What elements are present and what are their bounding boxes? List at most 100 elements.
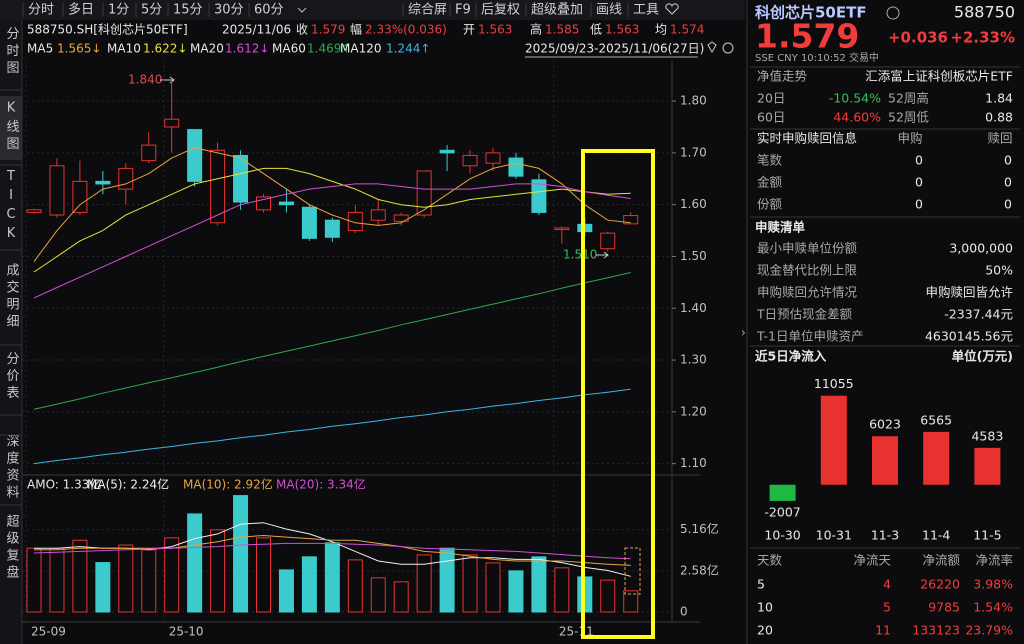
volume-bar [233, 495, 249, 613]
candle-body [301, 206, 317, 239]
side-tab[interactable]: 成交明细 [4, 263, 20, 331]
icon[interactable] [707, 41, 717, 54]
toolbar-tool[interactable]: 综合屏 [408, 3, 447, 18]
volume-bar [347, 559, 363, 613]
volume-bar [462, 554, 478, 613]
label: 高 [530, 22, 542, 37]
volume-bar [210, 529, 226, 613]
legend-name: MA10 [107, 42, 141, 56]
panel-text: 申赎清单 [755, 220, 806, 235]
candle-body [49, 165, 65, 216]
y-tick-label: 1.70 [680, 145, 707, 159]
candle-body [233, 154, 249, 203]
flow-value: 6023 [869, 417, 901, 432]
toolbar-tab[interactable]: 5分 [141, 3, 162, 18]
plot: 1.80 1.70 1.60 1.50 1.40 1.30 1.20 1.10 25-09 25-… [22, 60, 719, 639]
panel-text: 9785 [928, 600, 960, 615]
candle-body [623, 215, 639, 225]
toolbar-tool[interactable]: 画线 [596, 3, 622, 18]
toolbar-tool[interactable]: 工具 [633, 3, 659, 18]
panel-text: 10 [757, 600, 773, 615]
toolbar-tool[interactable]: F9 [455, 3, 471, 18]
volume-bar [393, 581, 409, 613]
quote-price: 1.579 [755, 17, 859, 56]
flow-bar [974, 447, 1001, 485]
toolbar-tool[interactable]: 超级叠加 [531, 3, 583, 18]
section-title: 近5日净流入 [755, 349, 827, 364]
panel-text: 60日 [757, 110, 785, 125]
ma-line [33, 542, 631, 560]
candle-body [324, 219, 340, 238]
dropdown[interactable] [297, 7, 307, 13]
info-icon[interactable] [886, 6, 900, 20]
y-tick-label: 1.40 [680, 301, 707, 315]
volume-bar [141, 549, 157, 613]
collapse-arrow[interactable]: › [741, 326, 746, 340]
side-tab[interactable]: 分价表 [4, 352, 20, 403]
panel-text: 0 [1004, 175, 1012, 190]
y-tick-label: 0 [680, 605, 688, 619]
candle-body [508, 157, 524, 177]
panel-text: 份额 [757, 197, 783, 212]
panel-text: 最小申赎单位份额 [757, 241, 858, 256]
flow-value: 11055 [814, 376, 854, 391]
side-bar [0, 20, 22, 644]
panel-text: 申购赎回皆允许 [925, 285, 1013, 300]
panel-text: 申购赎回允许情况 [757, 285, 858, 300]
panel-text: 44.60% [833, 110, 881, 125]
candle-body [187, 129, 203, 182]
panel-text: -10.54% [829, 91, 881, 106]
candle-body [416, 170, 432, 216]
legend-entry: AMO: 1.33亿 [27, 477, 101, 492]
side-tab[interactable]: 深度资料 [4, 434, 20, 502]
legend-name: MA120 [340, 42, 381, 56]
x-tick-label: 25-09 [31, 625, 66, 639]
x-tick-label: 11-3 [871, 528, 899, 543]
favorite-icon[interactable] [665, 3, 679, 15]
ma-line [33, 272, 631, 410]
panel-text: 净流天 [853, 553, 891, 568]
value: 2.33%(0.036) [365, 23, 447, 37]
legend-name: MA60 [272, 42, 306, 56]
legend-entry: MA(20): 3.34亿 [276, 477, 366, 492]
security-code: 588750.SH[科创芯片50ETF] [27, 23, 188, 37]
panel-text: 3.98% [973, 577, 1013, 592]
date: 2025/11/06 [222, 23, 291, 37]
legend-value: 1.622↓ [143, 42, 187, 56]
volume-bar [370, 577, 386, 613]
panel-text: 52周低 [888, 110, 929, 125]
toolbar-tab[interactable]: 60分 [254, 3, 284, 18]
toolbar-tab[interactable]: 多日 [68, 2, 94, 18]
volume-bar [554, 567, 570, 613]
panel-text: 天数 [757, 553, 783, 568]
side-tab[interactable]: 超级复盘 [4, 514, 20, 582]
ma-line [33, 147, 631, 262]
date-range[interactable]: 2025/09/23-2025/11/06(27日) [525, 42, 704, 56]
label: 均 [655, 23, 667, 37]
volume-bar [256, 537, 271, 613]
side-tab[interactable]: K线图 [4, 101, 20, 154]
volume-bar [485, 562, 501, 613]
toolbar-tab[interactable]: 30分 [214, 3, 244, 18]
high-annotation: 1.840 [128, 73, 162, 87]
side-tab[interactable]: TICK [4, 169, 19, 245]
value: 1.563 [605, 23, 639, 37]
icon[interactable] [722, 42, 734, 54]
toolbar-tabs: 分时 多日 1分 5分 15分 30分 60分 综合屏 F9 后复权 超级叠加 画线 工具 [22, 2, 679, 18]
toolbar-tool[interactable]: 后复权 [481, 2, 520, 18]
toolbar-tab[interactable]: 分时 [28, 3, 54, 18]
toolbar-tab[interactable]: 15分 [173, 3, 203, 18]
panel-text: 笔数 [757, 153, 783, 168]
candle-body [72, 180, 88, 213]
side-tab[interactable]: 分时图 [4, 27, 20, 78]
panel-text: 26220 [920, 577, 960, 592]
panel-text: 0 [1004, 197, 1012, 212]
panel-text: 0.88 [985, 110, 1013, 125]
flow-bar [820, 395, 847, 485]
candle-body [164, 118, 180, 128]
projected-volume [624, 547, 641, 595]
panel-text: 50% [985, 263, 1013, 278]
toolbar-tab[interactable]: 1分 [108, 3, 129, 18]
